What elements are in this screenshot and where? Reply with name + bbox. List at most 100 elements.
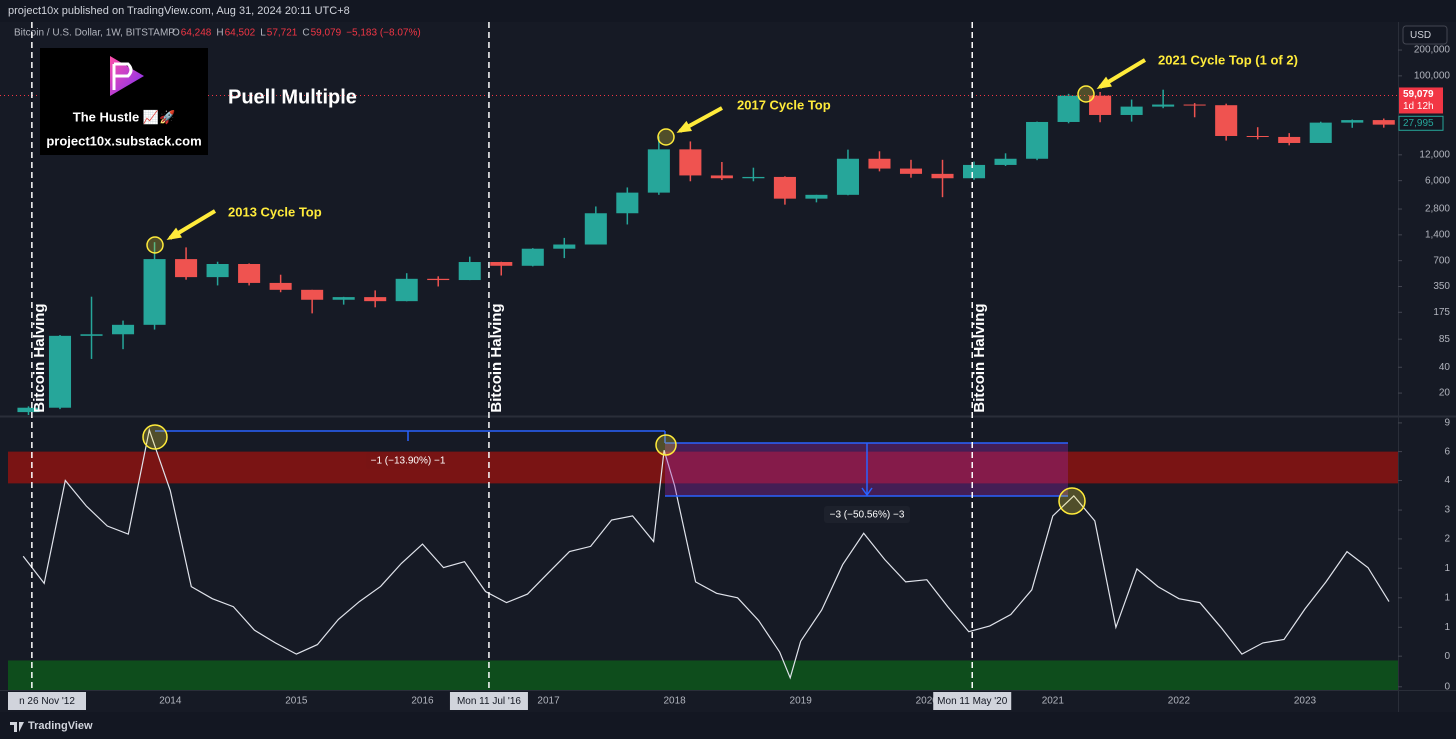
y-tick-label: 100,000 <box>1414 71 1451 82</box>
y-tick-label: 20 <box>1439 388 1451 399</box>
candle-body <box>1089 95 1112 115</box>
candle-body <box>773 176 796 199</box>
brand-logo-letter <box>112 62 133 90</box>
candle-body <box>553 244 576 249</box>
annotation: 2013 Cycle Top <box>228 204 322 219</box>
candle-body <box>48 335 72 408</box>
candle-body <box>994 158 1017 165</box>
candle-body <box>395 278 418 302</box>
candle-body <box>143 259 166 325</box>
candle-body <box>868 158 891 169</box>
candle-body <box>710 175 733 179</box>
arrow-head <box>166 227 182 241</box>
halving-name: Bitcoin Halving <box>488 303 505 412</box>
y-tick-label: 1,400 <box>1425 229 1450 240</box>
candle-body <box>80 334 103 336</box>
candle-body <box>1341 120 1364 123</box>
measure-box <box>824 506 910 523</box>
last-price-label: 59,079 <box>1403 89 1434 100</box>
currency-box <box>1402 25 1448 45</box>
candle-body <box>1372 120 1395 125</box>
candle-body <box>1278 136 1301 143</box>
candle-body <box>490 262 513 266</box>
date-label-box <box>449 692 528 710</box>
candle-body <box>836 158 859 195</box>
candle-body <box>427 278 450 281</box>
ohlc-key: L <box>260 28 266 39</box>
candle-body <box>742 176 765 179</box>
arrow-head <box>1096 76 1112 90</box>
candle-body <box>269 282 292 290</box>
ohlc-value: 64,502 <box>225 28 256 39</box>
candle-body <box>238 263 261 283</box>
y-tick-label: 6 <box>1444 446 1450 457</box>
chart-title: Puell Multiple <box>228 86 357 108</box>
annotation: 2021 Cycle Top (1 of 2) <box>1158 52 1298 67</box>
y-tick-label: 6,000 <box>1425 175 1450 186</box>
symbol: Bitcoin / U.S. Dollar, 1W, BITSTAMP <box>14 28 175 39</box>
y-tick-label: 40 <box>1439 362 1451 373</box>
candle-body <box>1057 95 1080 122</box>
x-tick-label: 2022 <box>1168 696 1191 707</box>
y-tick-label: 12,000 <box>1419 149 1450 160</box>
x-tick-label: 2020 <box>916 696 939 707</box>
candle-body <box>931 173 954 179</box>
x-tick-label: 2023 <box>1294 696 1317 707</box>
candle-body <box>584 213 607 245</box>
zone <box>8 451 1398 484</box>
ohlc-key: C <box>302 28 309 39</box>
footer-logo <box>10 722 24 732</box>
puell-pane <box>8 427 1398 690</box>
candle-body <box>805 194 828 199</box>
y-tick-label: 200,000 <box>1414 45 1451 56</box>
halving-name: Bitcoin Halving <box>971 303 988 412</box>
candle-body <box>1026 121 1049 159</box>
top-circle <box>657 128 675 146</box>
candle-body <box>521 248 544 266</box>
x-tick-label: 2014 <box>159 696 182 707</box>
candle-body <box>17 407 40 413</box>
header-text: project10x published on TradingView.com,… <box>8 5 350 17</box>
y-tick-label: 175 <box>1433 307 1450 318</box>
price-pane <box>0 89 1398 415</box>
x-tick-label: 2017 <box>537 696 560 707</box>
candle-body <box>364 297 387 302</box>
y-tick-label: 0 <box>1444 651 1450 662</box>
ohlc-value: 64,248 <box>181 28 212 39</box>
measure-box <box>366 452 450 469</box>
candle-body <box>206 263 229 278</box>
y-tick-label: 1 <box>1444 592 1450 603</box>
candle-body <box>1215 105 1238 136</box>
candle-body <box>175 259 198 278</box>
date-label: Mon 11 May '20 <box>937 696 1008 707</box>
top-circle <box>1077 85 1095 103</box>
candle-body <box>301 289 324 300</box>
measure-arrow <box>861 487 873 497</box>
candle-body <box>1183 104 1206 106</box>
y-tick-label: 1 <box>1444 563 1450 574</box>
measure-label: −3 (−50.56%) −3 <box>830 510 905 521</box>
candle-body <box>616 192 639 214</box>
x-tick-label: 2019 <box>790 696 813 707</box>
ohlc-value: −5,183 (−8.07%) <box>346 28 421 39</box>
ohlc-value: 59,079 <box>311 28 342 39</box>
overlay: 2013 Cycle Top 2017 Cycle Top 2021 Cycle T… <box>31 22 1298 690</box>
date-label: Mon 11 Jul '16 <box>457 696 521 707</box>
candle-body <box>1152 104 1175 107</box>
y-tick-label: 2 <box>1444 534 1450 545</box>
x-tick-label: 2021 <box>1042 696 1065 707</box>
candle-body <box>332 297 355 300</box>
y-tick-label: 1 <box>1444 622 1450 633</box>
footer-text: TradingView <box>28 720 93 732</box>
candle-body <box>458 262 481 281</box>
countdown: 1d 12h <box>1403 101 1434 112</box>
annotation: 2017 Cycle Top <box>737 97 831 112</box>
puell-line <box>22 427 1390 680</box>
measure-label: −1 (−13.90%) −1 <box>371 456 446 467</box>
x-tick-label: 2018 <box>663 696 686 707</box>
top-circle <box>146 236 164 254</box>
peak-circle <box>142 424 168 450</box>
candle-body <box>899 168 923 174</box>
